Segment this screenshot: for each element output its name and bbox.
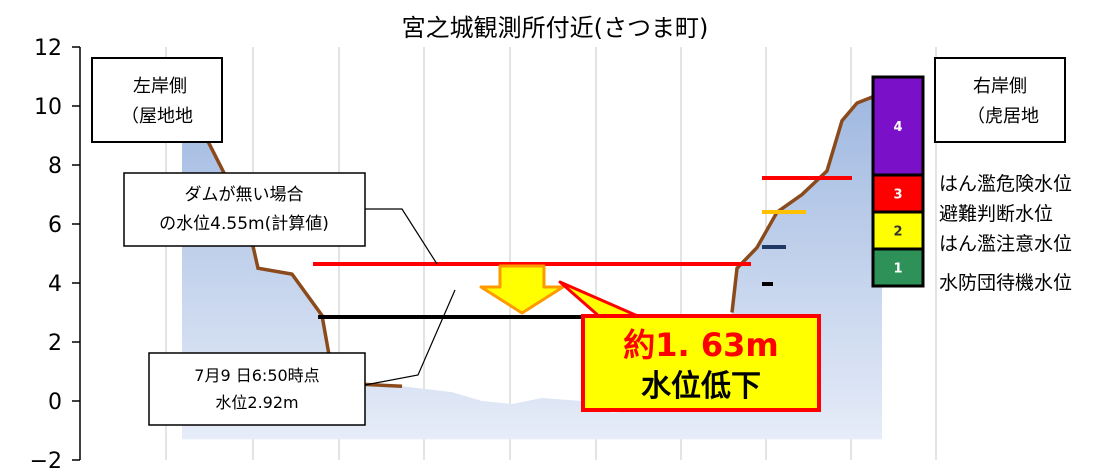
left-bank-label: 左岸側 [133,76,187,97]
observed-pointer [364,289,456,386]
right-bank-label: 右岸側 [973,76,1027,97]
level-box-1 [871,247,925,288]
level-box-number: 1 [893,262,902,277]
no-dam-callout-line1: ダムが無い場合 [185,185,304,205]
no-dam-callout-box [123,172,366,247]
y-tick-label: 0 [48,390,62,415]
y-tick-label: 2 [48,331,62,356]
y-tick-label: −2 [30,449,62,472]
water-drop-arrow [479,264,565,315]
y-tick-label: 10 [34,95,62,120]
y-tick-label: 4 [48,272,62,297]
y-axis-ticks: 12 10 8 6 4 2 0 −2 [30,36,80,472]
right-bank-line [730,89,883,313]
observed-callout-line2: 水位2.92m [215,393,298,412]
level-legend-stack: 4 3 2 1 [871,75,925,288]
level-legend-label: はん濫注意水位 [939,233,1072,255]
level-legend-label: 避難判断水位 [939,203,1053,225]
drop-callout-pointer-join [592,318,622,324]
level-box-number: 4 [893,120,902,135]
left-bank-sublabel: （屋地地 [121,106,193,127]
observed-callout-box [148,352,366,426]
drop-callout-pointer [558,280,642,319]
drop-callout-line2: 水位低下 [641,369,761,404]
right-bank-box [934,57,1066,143]
level-legend-label: 水防団待機水位 [939,272,1072,294]
y-tick-label: 12 [34,36,62,61]
y-tick-label: 6 [48,213,62,238]
level-box-number: 3 [893,188,902,203]
y-tick-label: 8 [48,154,62,179]
no-dam-pointer [365,208,438,265]
observed-callout-line1: 7月9 日6:50時点 [194,366,319,385]
level-box-number: 2 [893,225,902,240]
level-legend-label: はん濫危険水位 [939,173,1072,195]
left-bank-box [91,57,223,143]
right-bank-sublabel: （虎居地 [967,106,1039,127]
chart-title: 宮之城観測所付近(さつま町) [402,14,709,42]
no-dam-callout-line2: の水位4.55m(計算値) [159,214,329,234]
drop-callout-line1: 約1. 63m [623,326,778,364]
drop-callout-box [581,314,821,412]
